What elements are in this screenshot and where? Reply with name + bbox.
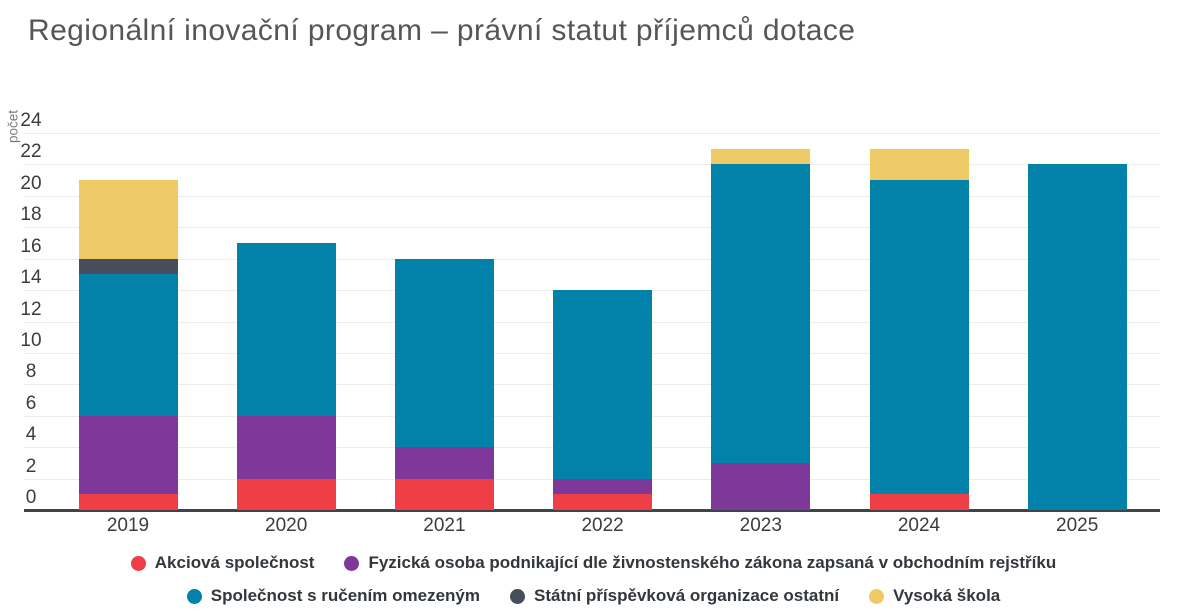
- chart-title: Regionální inovační program – právní sta…: [28, 14, 856, 47]
- y-tick-label: 8: [25, 361, 37, 383]
- legend-item-s2[interactable]: Společnost s ručením omezeným: [186, 586, 480, 606]
- bar-segment-2021-s2[interactable]: [394, 258, 494, 448]
- y-tick-label: 18: [20, 204, 42, 226]
- bar-segment-2024-s2[interactable]: [869, 180, 969, 495]
- bar-segment-2023-s2[interactable]: [711, 164, 811, 463]
- y-tick-label: 22: [20, 141, 42, 163]
- y-tick-label: 12: [20, 298, 42, 320]
- bar-segment-2019-s3[interactable]: [78, 258, 178, 275]
- bar-segment-2019-s2[interactable]: [78, 274, 178, 416]
- legend-dot-icon: [130, 555, 146, 571]
- bar-segment-2020-s1[interactable]: [236, 415, 336, 479]
- legend-item-s0[interactable]: Akciová společnost: [130, 553, 315, 573]
- y-tick-label: 6: [25, 392, 37, 414]
- y-tick-label: 10: [20, 329, 42, 351]
- bar-segment-2023-s4[interactable]: [711, 148, 811, 165]
- y-tick-label: 20: [20, 172, 42, 194]
- bar-segment-2021-s0[interactable]: [394, 478, 494, 510]
- legend-item-s4[interactable]: Vysoká škola: [869, 586, 1000, 606]
- legend-item-label: Vysoká škola: [893, 586, 1001, 605]
- y-tick-label: 14: [20, 267, 42, 289]
- x-tick-label: 2019: [106, 515, 150, 536]
- legend-dot-icon: [509, 588, 525, 604]
- y-tick-label: 2: [25, 455, 37, 477]
- y-tick-label: 16: [20, 235, 42, 257]
- gridline: [24, 227, 1160, 229]
- gridline: [24, 258, 1160, 260]
- bar-segment-2023-s1[interactable]: [711, 462, 811, 510]
- legend-item-label: Společnost s ručením omezeným: [210, 586, 480, 605]
- x-tick-label: 2025: [1056, 515, 1099, 536]
- x-tick-label: 2024: [897, 515, 941, 536]
- legend-row-2: Společnost s ručením omezeným Státní přís…: [0, 584, 1187, 608]
- legend-item-s1[interactable]: Fyzická osoba podnikající dle živnostens…: [344, 553, 1056, 573]
- gridline: [24, 164, 1160, 166]
- bar-segment-2019-s1[interactable]: [78, 415, 178, 495]
- bar-segment-2025-s2[interactable]: [1027, 164, 1127, 510]
- legend-item-label: Fyzická osoba podnikající dle živnostens…: [368, 553, 1057, 572]
- bar-segment-2019-s0[interactable]: [78, 494, 178, 510]
- x-tick-label: 2020: [265, 515, 308, 536]
- legend-item-label: Akciová společnost: [154, 553, 315, 572]
- bar-segment-2020-s0[interactable]: [236, 478, 336, 510]
- legend-row-1: Akciová společnost Fyzická osoba podnikaj…: [0, 551, 1187, 575]
- gridline: [24, 195, 1160, 197]
- y-tick-label: 0: [25, 487, 37, 508]
- legend-dot-icon: [344, 555, 360, 571]
- bar-segment-2022-s2[interactable]: [553, 290, 653, 479]
- bar-segment-2022-s1[interactable]: [553, 478, 653, 495]
- legend-item-s3[interactable]: Státní příspěvková organizace ostatní: [509, 586, 840, 606]
- x-axis-line: [24, 509, 1160, 512]
- x-tick-label: 2023: [739, 515, 782, 536]
- bar-segment-2020-s2[interactable]: [236, 242, 336, 416]
- x-tick-label: 2022: [581, 515, 624, 536]
- bar-segment-2019-s4[interactable]: [78, 180, 178, 259]
- legend-dot-icon: [869, 588, 885, 604]
- y-tick-label: 24: [20, 110, 42, 131]
- legend-item-label: Státní příspěvková organizace ostatní: [533, 586, 840, 605]
- gridline: [24, 133, 1160, 134]
- bar-segment-2022-s0[interactable]: [553, 494, 653, 510]
- bar-segment-2024-s4[interactable]: [869, 148, 969, 181]
- bar-segment-2021-s1[interactable]: [394, 447, 494, 479]
- y-tick-label: 4: [25, 424, 37, 446]
- bar-segment-2024-s0[interactable]: [869, 494, 969, 510]
- x-tick-label: 2021: [423, 515, 466, 536]
- legend-dot-icon: [186, 588, 202, 604]
